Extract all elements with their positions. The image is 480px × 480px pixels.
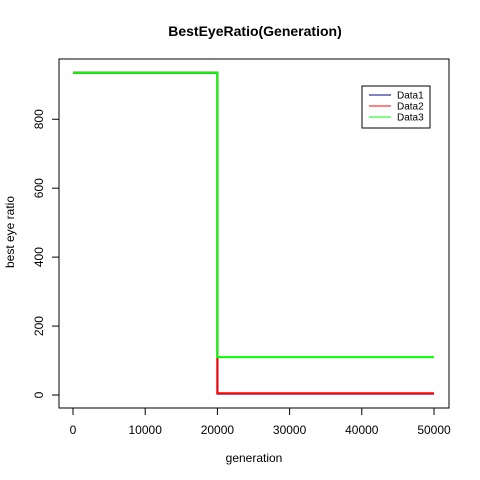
legend-label: Data3 [397, 113, 424, 124]
y-axis-label: best eye ratio [3, 196, 17, 268]
x-tick-label: 40000 [345, 423, 379, 437]
x-tick-label: 10000 [129, 423, 163, 437]
x-tick-label: 0 [70, 423, 77, 437]
x-tick-label: 50000 [417, 423, 451, 437]
y-tick-label: 600 [32, 178, 46, 198]
y-tick-label: 400 [32, 247, 46, 267]
y-tick-label: 200 [32, 316, 46, 336]
x-tick-label: 20000 [201, 423, 235, 437]
y-tick-label: 800 [32, 109, 46, 129]
chart-title: BestEyeRatio(Generation) [168, 23, 341, 39]
y-axis: 0 200 400 600 800 [32, 109, 59, 398]
y-tick-label: 0 [32, 391, 46, 398]
x-axis-label: generation [226, 451, 283, 465]
x-axis: 0 10000 20000 30000 40000 50000 [70, 408, 451, 437]
legend-label: Data1 [397, 91, 424, 102]
legend-label: Data2 [397, 102, 424, 113]
x-tick-label: 30000 [273, 423, 307, 437]
